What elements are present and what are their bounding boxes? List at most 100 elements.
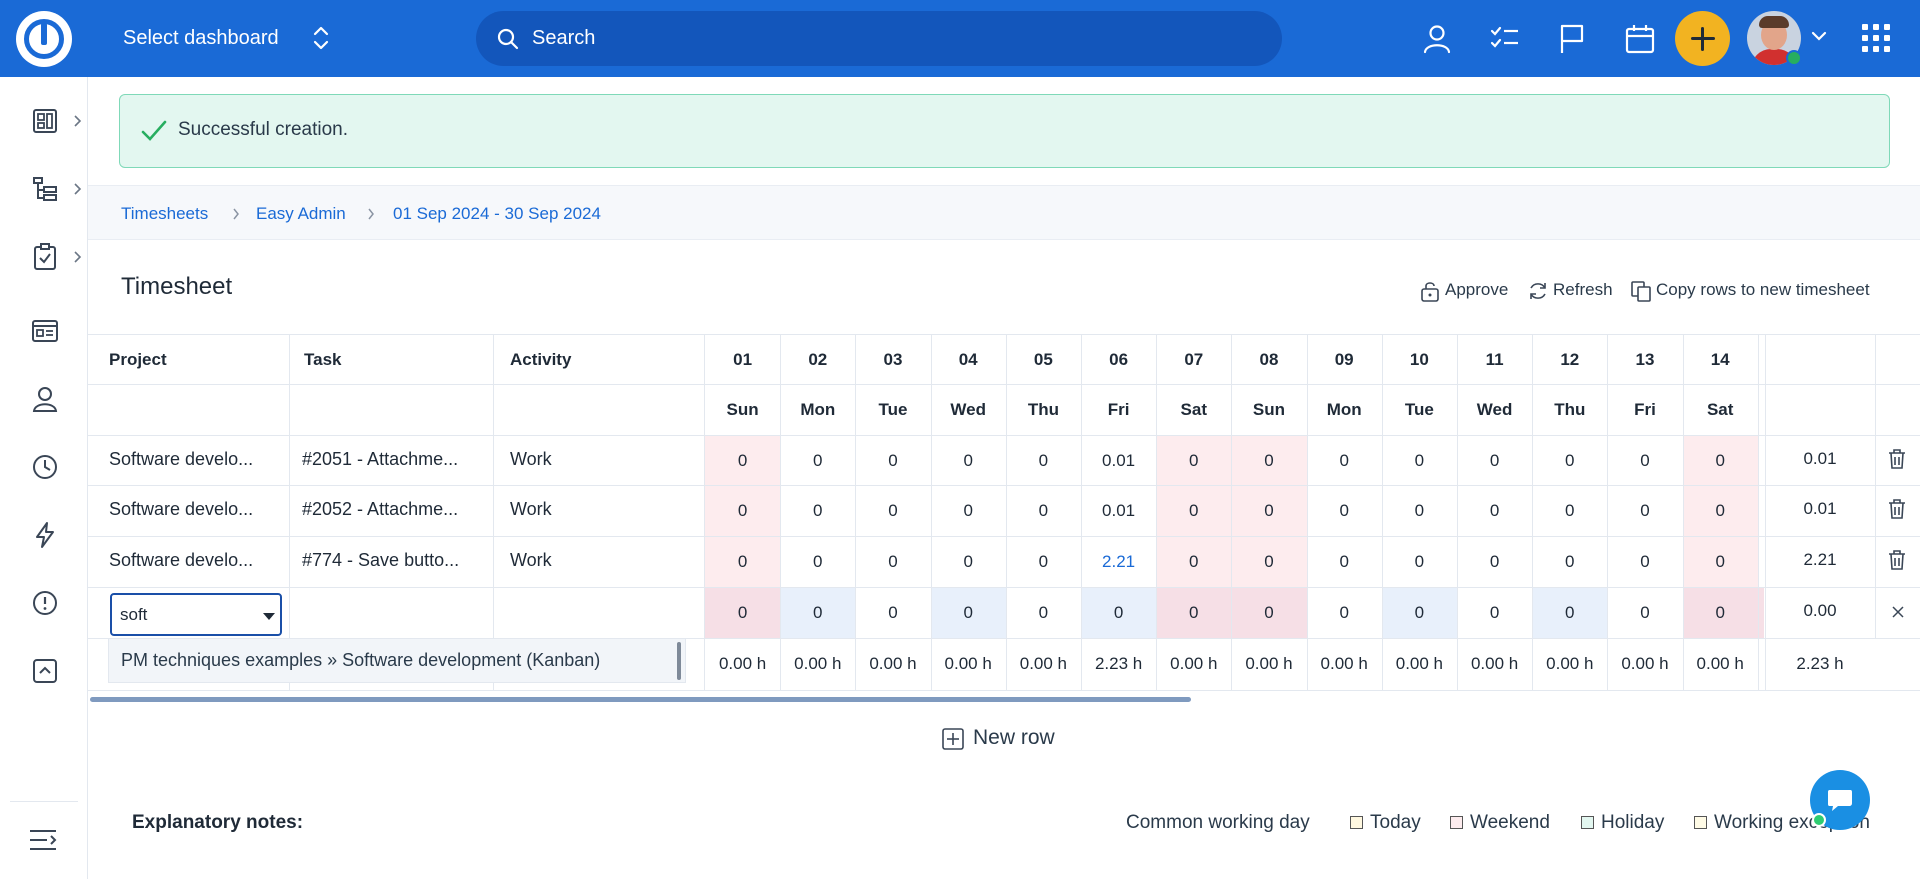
hours-cell[interactable]: 0 <box>1640 552 1650 571</box>
new-hours-cell[interactable]: 0 <box>737 603 748 622</box>
hours-cell[interactable]: 0 <box>1038 451 1049 470</box>
project-cell[interactable]: Software develo... <box>109 499 254 519</box>
new-hours-cell[interactable]: 0 <box>813 603 823 622</box>
avatar[interactable] <box>1747 11 1801 65</box>
hours-cell[interactable]: 0 <box>1189 501 1199 520</box>
hours-cell[interactable]: 0 <box>1489 451 1500 470</box>
new-hours-cell[interactable]: 0 <box>1339 603 1349 622</box>
project-cell[interactable]: Software develo... <box>109 449 254 469</box>
chevron-updown-icon[interactable] <box>308 24 334 52</box>
task-cell[interactable]: #2052 - Attachme... <box>302 499 459 519</box>
search-input[interactable] <box>532 11 1252 66</box>
new-hours-cell[interactable]: 0 <box>1189 603 1199 622</box>
hours-cell[interactable]: 0 <box>1264 451 1274 470</box>
collapse-box-icon[interactable] <box>30 656 60 686</box>
trash-icon[interactable] <box>1887 498 1907 520</box>
task-cell[interactable]: #2051 - Attachme... <box>302 449 459 469</box>
breadcrumb-user[interactable]: Easy Admin <box>256 204 346 223</box>
new-hours-cell[interactable]: 0 <box>963 603 973 622</box>
hours-cell[interactable]: 0 <box>737 552 748 571</box>
hours-cell[interactable]: 0 <box>1189 451 1199 470</box>
hours-cell[interactable]: 0 <box>1489 501 1500 520</box>
chevron-down-icon[interactable] <box>1810 28 1828 44</box>
hours-cell[interactable]: 0 <box>888 552 898 571</box>
checklist-icon[interactable] <box>1488 22 1522 56</box>
hours-cell[interactable]: 0 <box>1565 451 1575 470</box>
hours-cell[interactable]: 0 <box>888 451 898 470</box>
calendar-icon[interactable] <box>1623 22 1657 56</box>
dashboard-icon[interactable] <box>30 106 60 136</box>
dropdown-scrollbar[interactable] <box>677 642 681 680</box>
trash-icon[interactable] <box>1887 549 1907 571</box>
hours-cell[interactable]: 0 <box>1715 501 1725 520</box>
hours-cell[interactable]: 0 <box>963 552 973 571</box>
flag-icon[interactable] <box>1555 22 1589 56</box>
reports-icon[interactable] <box>30 316 60 346</box>
new-hours-cell[interactable]: 0 <box>1565 603 1575 622</box>
dropdown-option[interactable]: PM techniques examples » Software develo… <box>121 650 601 670</box>
apps-grid-icon[interactable] <box>1862 24 1890 52</box>
hours-cell[interactable]: 0 <box>1189 552 1199 571</box>
hours-cell[interactable]: 0.01 <box>1102 451 1136 470</box>
new-hours-cell[interactable]: 0 <box>1715 603 1725 622</box>
new-hours-cell[interactable]: 0 <box>1264 603 1274 622</box>
hours-cell[interactable]: 0 <box>1038 552 1049 571</box>
breadcrumb-period[interactable]: 01 Sep 2024 - 30 Sep 2024 <box>393 204 601 223</box>
project-search-input[interactable] <box>120 603 250 627</box>
new-hours-cell[interactable]: 0 <box>1038 603 1049 622</box>
task-clipboard-icon[interactable] <box>30 242 60 272</box>
hours-cell[interactable]: 0 <box>1414 501 1425 520</box>
hours-cell[interactable]: 0.01 <box>1102 501 1136 520</box>
trash-icon[interactable] <box>1887 448 1907 470</box>
hours-cell[interactable]: 0 <box>888 501 898 520</box>
hours-cell[interactable]: 0 <box>1489 552 1500 571</box>
hours-cell[interactable]: 0 <box>963 501 973 520</box>
hours-cell[interactable]: 0 <box>1339 552 1349 571</box>
chevron-right-icon[interactable] <box>72 114 82 128</box>
project-combobox[interactable] <box>110 593 282 636</box>
person-icon[interactable] <box>30 384 60 414</box>
quick-add-button[interactable] <box>1675 11 1730 66</box>
new-hours-cell[interactable]: 0 <box>1489 603 1500 622</box>
hours-cell[interactable]: 0 <box>963 451 973 470</box>
hours-cell[interactable]: 0 <box>1640 451 1650 470</box>
breadcrumb-timesheets[interactable]: Timesheets <box>121 204 209 223</box>
app-logo-icon[interactable] <box>16 11 72 67</box>
new-hours-cell[interactable]: 0 <box>888 603 898 622</box>
alert-icon[interactable] <box>30 588 60 618</box>
lightning-icon[interactable] <box>30 520 60 550</box>
user-icon[interactable] <box>1420 22 1454 56</box>
new-hours-cell[interactable]: 0 <box>1113 603 1124 622</box>
chevron-right-icon[interactable] <box>72 250 82 264</box>
hours-cell[interactable]: 0 <box>737 451 748 470</box>
select-dashboard-button[interactable]: Select dashboard <box>123 27 279 49</box>
hours-cell[interactable]: 0 <box>1414 451 1425 470</box>
project-tree-icon[interactable] <box>30 174 60 204</box>
hours-cell[interactable]: 0 <box>1565 552 1575 571</box>
clock-icon[interactable] <box>30 452 60 482</box>
hours-cell[interactable]: 2.21 <box>1102 552 1136 571</box>
hours-cell[interactable]: 0 <box>1715 451 1725 470</box>
task-cell[interactable]: #774 - Save butto... <box>302 550 460 570</box>
hours-cell[interactable]: 0 <box>813 552 823 571</box>
hours-cell[interactable]: 0 <box>1339 451 1349 470</box>
hours-cell[interactable]: 0 <box>1715 552 1725 571</box>
hours-cell[interactable]: 0 <box>813 451 823 470</box>
menu-collapse-icon[interactable] <box>27 826 59 854</box>
hours-cell[interactable]: 0 <box>1339 501 1349 520</box>
hours-cell[interactable]: 0 <box>813 501 823 520</box>
caret-down-icon[interactable] <box>263 613 275 620</box>
chevron-right-icon[interactable] <box>72 182 82 196</box>
close-icon[interactable] <box>1891 605 1905 619</box>
hours-cell[interactable]: 0 <box>1264 552 1274 571</box>
project-cell[interactable]: Software develo... <box>109 550 254 570</box>
new-hours-cell[interactable]: 0 <box>1640 603 1650 622</box>
new-hours-cell[interactable]: 0 <box>1414 603 1425 622</box>
hours-cell[interactable]: 0 <box>737 501 748 520</box>
table-horizontal-scrollbar[interactable] <box>90 697 1191 702</box>
hours-cell[interactable]: 0 <box>1264 501 1274 520</box>
hours-cell[interactable]: 0 <box>1038 501 1049 520</box>
hours-cell[interactable]: 0 <box>1565 501 1575 520</box>
hours-cell[interactable]: 0 <box>1640 501 1650 520</box>
hours-cell[interactable]: 0 <box>1414 552 1425 571</box>
